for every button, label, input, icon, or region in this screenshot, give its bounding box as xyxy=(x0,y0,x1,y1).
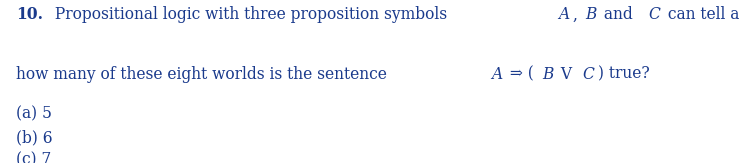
Text: C: C xyxy=(648,6,660,23)
Text: can tell apart eight different worlds. In: can tell apart eight different worlds. I… xyxy=(664,6,739,23)
Text: (b) 6: (b) 6 xyxy=(16,129,52,146)
Text: 10.: 10. xyxy=(16,6,43,23)
Text: C: C xyxy=(583,66,595,82)
Text: (a) 5: (a) 5 xyxy=(16,105,52,122)
Text: Propositional logic with three proposition symbols: Propositional logic with three propositi… xyxy=(50,6,452,23)
Text: how many of these eight worlds is the sentence: how many of these eight worlds is the se… xyxy=(16,66,392,82)
Text: V: V xyxy=(556,66,577,82)
Text: A: A xyxy=(559,6,570,23)
Text: ) true?: ) true? xyxy=(598,66,650,82)
Text: A: A xyxy=(491,66,503,82)
Text: ,: , xyxy=(573,6,582,23)
Text: (c) 7: (c) 7 xyxy=(16,152,51,163)
Text: B: B xyxy=(542,66,554,82)
Text: B: B xyxy=(585,6,596,23)
Text: and: and xyxy=(599,6,638,23)
Text: ⇒ (: ⇒ ( xyxy=(505,66,534,82)
